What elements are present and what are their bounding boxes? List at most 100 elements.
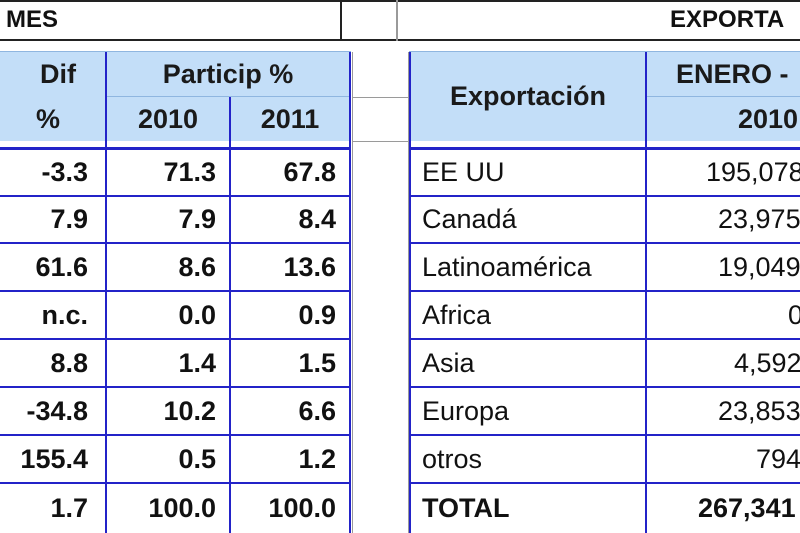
dif-cell: 7.9 [0, 196, 106, 243]
left-row-rule [0, 338, 351, 340]
export-value: 4,592 [734, 347, 800, 378]
mes-label-cell: MES [0, 0, 340, 40]
year-2011-header-cell: 2011 [230, 97, 350, 141]
year-2010-header-cell: 2010 [106, 97, 230, 141]
particip-2011-value: 1.5 [298, 347, 336, 378]
region-label: otros [422, 443, 483, 474]
particip-2011-value: 1.2 [298, 443, 336, 474]
left-column-rule [349, 52, 351, 533]
particip-header: Particip % [162, 59, 294, 89]
particip-2011-cell: 67.8 [230, 149, 350, 196]
exportacion-header-cell: Exportación [410, 52, 646, 141]
export-value-cell: 23,975 [646, 196, 800, 243]
right-row-rule [409, 147, 800, 150]
right-row-rule [409, 434, 800, 436]
top-band-border [0, 0, 800, 2]
dif-cell: n.c. [0, 291, 106, 339]
left-row-rule [0, 482, 351, 484]
export-total-value-cell: 267,341 [646, 483, 800, 533]
top-band-border [0, 39, 800, 41]
particip-2011-value: 6.6 [298, 395, 336, 426]
particip-2010-total-cell: 100.0 [106, 483, 230, 533]
dif-value: 8.8 [50, 347, 88, 378]
particip-2010-value: 0.0 [178, 299, 216, 330]
dif-value: n.c. [41, 299, 88, 330]
region-total-cell: TOTAL [410, 483, 646, 533]
left-row-rule [0, 290, 351, 292]
region-label: EE UU [422, 157, 505, 187]
export-value: 23,975 [718, 204, 800, 234]
region-label: Europa [422, 395, 510, 426]
dif-cell: 61.6 [0, 243, 106, 291]
particip-2010-cell: 71.3 [106, 149, 230, 196]
period-header: ENERO - [676, 59, 789, 89]
particip-2010-value: 1.4 [178, 347, 216, 378]
dif-cell: -34.8 [0, 387, 106, 435]
particip-2011-cell: 6.6 [230, 387, 350, 435]
dif-value: 61.6 [35, 251, 88, 282]
left-row-rule [0, 434, 351, 436]
export-value: 794 [756, 443, 800, 474]
year-2010-header: 2010 [137, 103, 199, 134]
export-value: 23,853 [718, 395, 800, 426]
right-row-rule [409, 338, 800, 340]
region-cell: EE UU [410, 149, 646, 196]
dif-cell: -3.3 [0, 149, 106, 196]
particip-2010-total-value: 100.0 [148, 492, 216, 523]
left-header-rule [0, 141, 351, 149]
region-label: Asia [422, 347, 475, 378]
right-header-gap [409, 141, 800, 149]
particip-2011-cell: 1.5 [230, 339, 350, 387]
region-cell: otros [410, 435, 646, 483]
particip-2011-value: 8.4 [298, 204, 336, 234]
right-row-rule [409, 195, 800, 197]
dif-value: -3.3 [41, 157, 88, 187]
region-cell: Canadá [410, 196, 646, 243]
year-right-header: 2010 [738, 103, 799, 134]
particip-2010-value: 10.2 [163, 395, 216, 426]
particip-2011-total-cell: 100.0 [230, 483, 350, 533]
right-row-rule [409, 386, 800, 388]
region-cell: Europa [410, 387, 646, 435]
year-right-header-cell: 2010 [646, 97, 800, 141]
particip-2010-value: 71.3 [163, 157, 216, 187]
right-row-rule [409, 482, 800, 484]
right-header-rule [409, 51, 800, 52]
dif-unit-cell: % [0, 97, 106, 141]
export-title: EXPORTA [670, 6, 785, 33]
dif-header: Dif [40, 59, 76, 89]
top-band-divider [396, 0, 398, 41]
export-value: 195,078 [706, 157, 800, 187]
left-row-rule [0, 195, 351, 197]
particip-header-cell: Particip % [106, 52, 350, 97]
left-column-rule [105, 52, 107, 533]
period-header-cell: ENERO - [646, 52, 800, 97]
left-row-rule [0, 242, 351, 244]
export-value-cell: 0 [646, 291, 800, 339]
particip-2010-cell: 1.4 [106, 339, 230, 387]
particip-2011-cell: 0.9 [230, 291, 350, 339]
region-cell: Latinoamérica [410, 243, 646, 291]
right-row-rule [409, 290, 800, 292]
left-column-rule [229, 97, 231, 533]
right-header-rule [646, 96, 800, 97]
dif-total-cell: 1.7 [0, 483, 106, 533]
top-band-divider [340, 0, 342, 41]
particip-2010-value: 7.9 [178, 204, 216, 234]
particip-2011-cell: 1.2 [230, 435, 350, 483]
particip-2010-cell: 10.2 [106, 387, 230, 435]
region-label: Africa [422, 299, 492, 330]
dif-cell: 155.4 [0, 435, 106, 483]
dif-value: 7.9 [50, 204, 88, 234]
dif-header-cell: Dif [0, 52, 106, 97]
gap-column-border [352, 52, 353, 533]
dif-unit: % [35, 103, 60, 134]
left-header-rule [106, 96, 350, 97]
region-total-label: TOTAL [422, 492, 510, 523]
particip-2010-cell: 7.9 [106, 196, 230, 243]
region-cell: Asia [410, 339, 646, 387]
region-cell: Africa [410, 291, 646, 339]
export-value: 0 [788, 299, 800, 330]
particip-2011-value: 0.9 [298, 299, 336, 330]
year-2011-header: 2011 [260, 103, 320, 134]
